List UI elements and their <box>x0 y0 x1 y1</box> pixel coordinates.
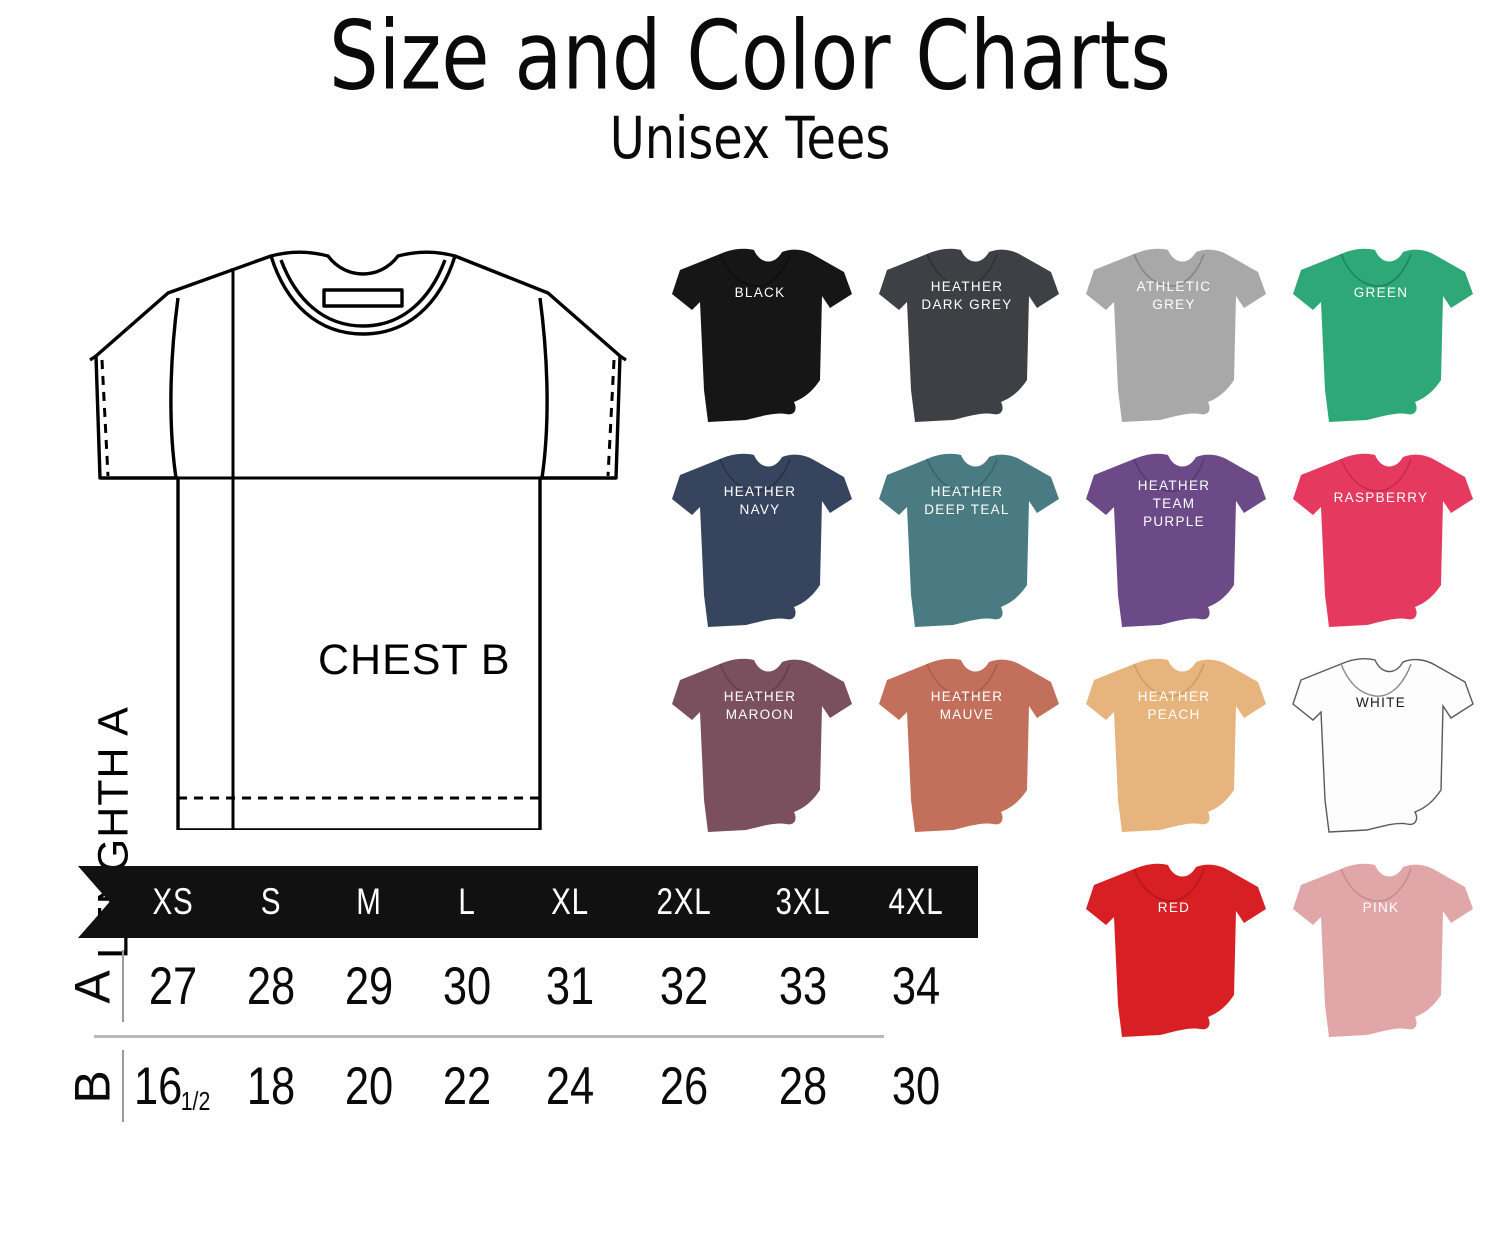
color-swatch-heather-peach[interactable]: HEATHER PEACH <box>1076 650 1272 855</box>
table-cell: 29 <box>344 957 394 1016</box>
color-swatch-white[interactable]: WHITE <box>1283 650 1479 855</box>
table-cell: 27 <box>148 957 198 1016</box>
row-label-a-text: A <box>64 969 121 1004</box>
table-cell: 18 <box>246 1057 296 1116</box>
table-cell: 34 <box>891 957 941 1016</box>
size-header-cell: M <box>356 881 382 922</box>
size-header-row: XS S M L XL 2XL 3XL 4XL <box>78 881 978 923</box>
table-cell: 30 <box>442 957 492 1016</box>
size-header-cell: L <box>458 881 476 922</box>
tshirt-icon <box>1076 855 1272 1053</box>
color-swatch-heather-deep-teal[interactable]: HEATHER DEEP TEAL <box>869 445 1065 650</box>
color-swatch-heather-team-purple[interactable]: HEATHER TEAM PURPLE <box>1076 445 1272 650</box>
color-swatch-heather-navy[interactable]: HEATHER NAVY <box>662 445 858 650</box>
table-cell: 26 <box>659 1057 709 1116</box>
row-separator <box>94 1035 884 1038</box>
size-chart-table: XS S M L XL 2XL 3XL 4XL A 27 28 29 30 31… <box>65 866 978 1135</box>
table-cell: 161/2 <box>133 1056 213 1117</box>
size-header-cell: S <box>260 881 282 922</box>
table-cell: 33 <box>778 957 828 1016</box>
tshirt-icon <box>1283 445 1479 643</box>
table-cell: 30 <box>891 1057 941 1116</box>
color-swatch-red[interactable]: RED <box>1076 855 1272 1060</box>
page-header: Size and Color Charts Unisex Tees <box>0 9 1500 171</box>
row-label-b: B <box>65 1038 122 1135</box>
color-row: HEATHER NAVY HEATHER DEEP TEAL <box>662 445 1492 650</box>
row-label-a: A <box>65 938 122 1035</box>
color-swatch-heather-mauve[interactable]: HEATHER MAUVE <box>869 650 1065 855</box>
color-swatch-green[interactable]: GREEN <box>1283 240 1479 445</box>
color-swatch-grid: BLACK HEATHER DARK GREY <box>662 240 1492 1060</box>
tshirt-icon <box>869 650 1065 848</box>
color-swatch-raspberry[interactable]: RASPBERRY <box>1283 445 1479 650</box>
size-header-cell: XS <box>152 881 194 922</box>
size-header-cell: 2XL <box>656 881 712 922</box>
color-swatch-pink[interactable]: PINK <box>1283 855 1479 1060</box>
row-label-b-text: B <box>64 1069 121 1104</box>
table-cell: 24 <box>545 1057 595 1116</box>
row-divider <box>122 950 124 1022</box>
tshirt-icon <box>1283 240 1479 438</box>
color-row: BLACK HEATHER DARK GREY <box>662 240 1492 445</box>
page-subtitle: Unisex Tees <box>609 105 891 173</box>
table-cell: 22 <box>442 1057 492 1116</box>
tshirt-icon <box>662 650 858 848</box>
table-cell: 31 <box>545 957 595 1016</box>
tshirt-outline-icon <box>89 250 627 830</box>
table-cell: 20 <box>344 1057 394 1116</box>
tshirt-icon <box>1076 240 1272 438</box>
table-row: B 161/2 18 20 22 24 26 28 30 <box>65 1038 978 1135</box>
table-cell: 28 <box>778 1057 828 1116</box>
table-cell: 28 <box>246 957 296 1016</box>
table-row: A 27 28 29 30 31 32 33 34 <box>65 938 978 1035</box>
tshirt-icon <box>662 445 858 643</box>
table-cell-fraction: 1/2 <box>180 1086 211 1116</box>
banner-shape <box>78 866 978 938</box>
size-header-banner: XS S M L XL 2XL 3XL 4XL <box>78 866 978 938</box>
row-divider <box>122 1050 124 1122</box>
tshirt-icon <box>869 445 1065 643</box>
tshirt-measurement-diagram: CHEST B LENGHTH A <box>28 238 688 959</box>
table-cell-whole: 16 <box>133 1057 183 1116</box>
color-swatch-athletic-grey[interactable]: ATHLETIC GREY <box>1076 240 1272 445</box>
color-swatch-black[interactable]: BLACK <box>662 240 858 445</box>
tshirt-icon <box>1076 445 1272 643</box>
chest-measure-label: CHEST B <box>318 636 511 684</box>
size-header-cell: 3XL <box>775 881 831 922</box>
tshirt-icon <box>662 240 858 438</box>
table-cell: 32 <box>659 957 709 1016</box>
tshirt-icon <box>1076 650 1272 848</box>
page-title: Size and Color Charts <box>328 1 1172 112</box>
color-row: HEATHER MAROON HEATHER MAUVE <box>662 650 1492 855</box>
tshirt-icon <box>869 240 1065 438</box>
tshirt-icon <box>1283 650 1479 848</box>
size-header-cell: 4XL <box>888 881 944 922</box>
tshirt-icon <box>1283 855 1479 1053</box>
size-header-cell: XL <box>551 881 589 922</box>
color-swatch-heather-dark-grey[interactable]: HEATHER DARK GREY <box>869 240 1065 445</box>
color-swatch-heather-maroon[interactable]: HEATHER MAROON <box>662 650 858 855</box>
